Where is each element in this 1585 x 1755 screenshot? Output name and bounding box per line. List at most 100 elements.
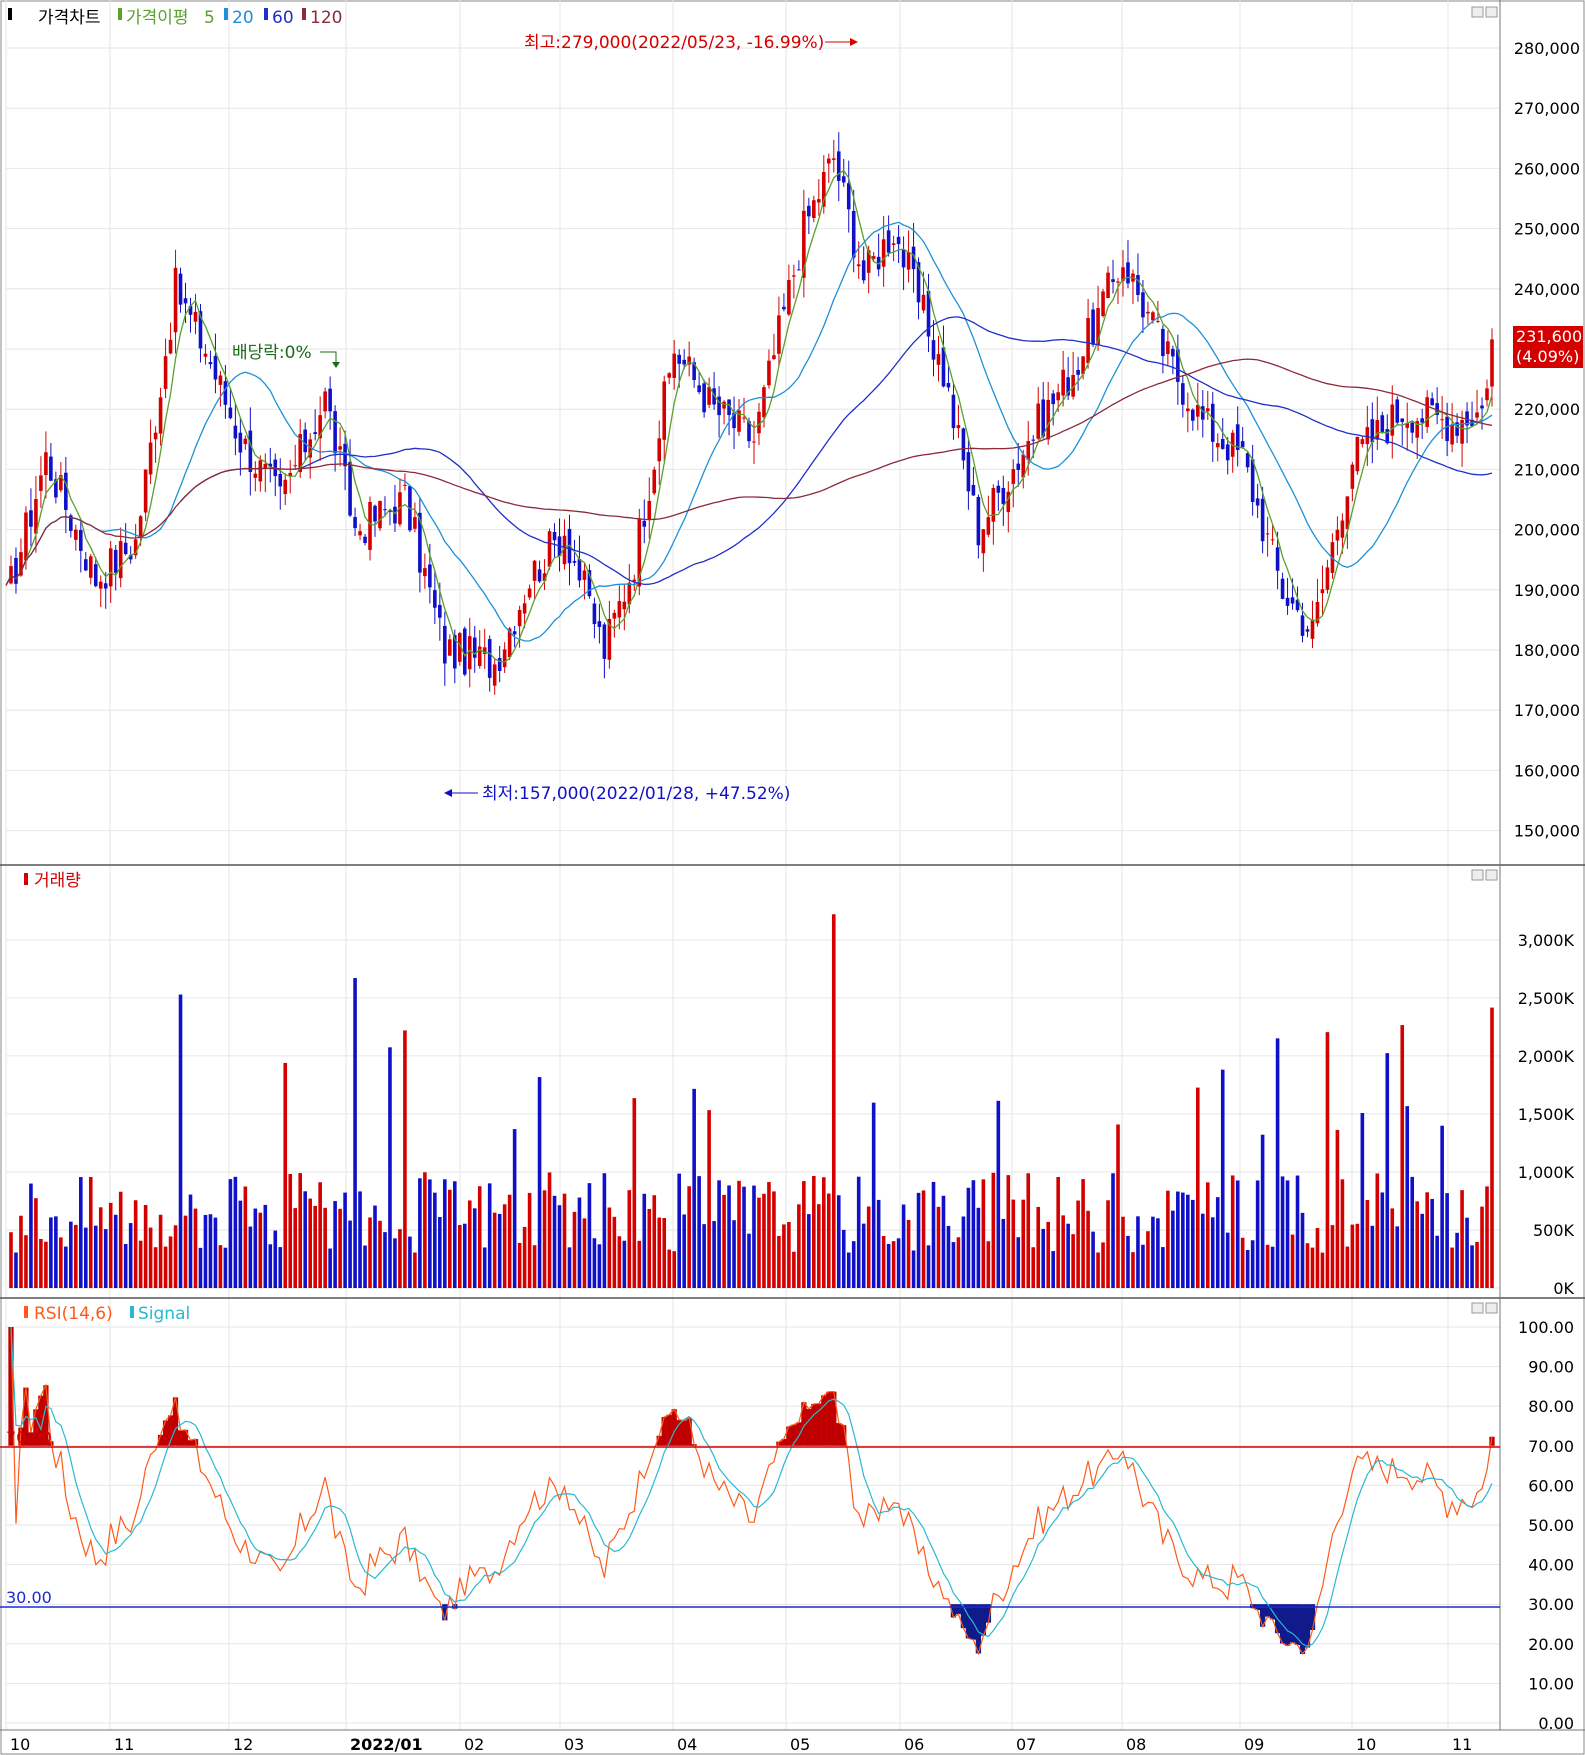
candle-body	[1011, 469, 1016, 484]
candle-body	[1166, 341, 1170, 355]
close-icon[interactable]	[1485, 1302, 1498, 1314]
candle-body	[34, 498, 38, 534]
minimize-icon[interactable]	[1471, 1302, 1484, 1314]
candle-body	[991, 488, 996, 522]
volume-bar	[1126, 1235, 1130, 1288]
volume-bar	[1465, 1217, 1469, 1288]
price-panel-buttons[interactable]	[1471, 6, 1498, 18]
volume-bar	[622, 1240, 627, 1288]
volume-bar	[343, 1192, 347, 1288]
volume-bar	[906, 1219, 911, 1288]
candle-body	[413, 517, 417, 529]
price-y-tick: 200,000	[1514, 521, 1580, 540]
candle-body	[1066, 377, 1070, 396]
close-icon[interactable]	[1485, 6, 1498, 18]
volume-bar	[926, 1245, 931, 1288]
candle-body	[69, 515, 73, 531]
candle-body	[881, 239, 886, 267]
volume-bar	[457, 1225, 462, 1288]
minimize-icon[interactable]	[1471, 869, 1484, 881]
volume-bar	[552, 1195, 557, 1288]
volume-bar	[418, 1178, 422, 1288]
candle-body	[333, 411, 337, 454]
candle-body	[1181, 383, 1185, 405]
volume-bar	[981, 1179, 986, 1288]
candle-body	[388, 510, 392, 512]
candle-body	[1001, 488, 1006, 505]
candle-body	[1475, 412, 1479, 418]
volume-bar	[1225, 1232, 1230, 1288]
candle-body	[368, 502, 372, 550]
minimize-icon[interactable]	[1471, 6, 1484, 18]
volume-bar	[722, 1194, 726, 1288]
volume-bar	[841, 1229, 846, 1288]
x-tick-label: 11	[114, 1735, 134, 1754]
volume-bar	[19, 1215, 23, 1288]
candle-body	[747, 421, 751, 442]
candle-body	[971, 484, 976, 496]
volume-bar	[233, 1176, 238, 1288]
volume-bar	[173, 1225, 178, 1288]
candle-body	[74, 529, 78, 540]
candle-body	[547, 531, 552, 567]
rsi-panel-buttons[interactable]	[1471, 1302, 1498, 1314]
candle-body	[956, 425, 961, 429]
candle-body	[667, 373, 672, 378]
volume-bar	[931, 1181, 936, 1288]
candle-body	[871, 256, 876, 259]
candle-body	[552, 531, 557, 541]
candle-body	[1360, 439, 1365, 445]
volume-bar	[846, 1252, 851, 1288]
volume-bar	[438, 1217, 442, 1288]
candle-body	[986, 517, 991, 535]
candle-body	[727, 399, 731, 416]
moving-average-lines	[5, 169, 1493, 663]
candle-body	[1016, 463, 1021, 470]
volume-bar	[403, 1030, 407, 1288]
candle-body	[472, 637, 477, 658]
high-arrow-head	[850, 38, 858, 46]
candle-body	[393, 506, 397, 524]
candle-body	[1270, 539, 1275, 541]
candle-body	[562, 535, 567, 565]
candle-body	[203, 353, 208, 357]
volume-bar	[732, 1220, 736, 1288]
volume-bar	[1460, 1190, 1464, 1288]
candle-body	[487, 639, 492, 678]
candle-body	[931, 340, 936, 360]
volume-bar	[1480, 1206, 1484, 1288]
volume-bar	[1166, 1190, 1170, 1288]
volume-bar	[477, 1186, 482, 1288]
volume-bar	[1101, 1242, 1105, 1288]
low-arrow-head	[444, 789, 452, 797]
volume-bar	[991, 1172, 996, 1288]
rsi-y-tick: 60.00	[1528, 1476, 1574, 1495]
close-icon[interactable]	[1485, 869, 1498, 881]
volume-bar	[577, 1197, 582, 1288]
candle-body	[118, 541, 123, 579]
candle-body	[522, 603, 527, 614]
volume-bar	[363, 1245, 367, 1288]
candle-body	[707, 386, 711, 405]
candle-body	[861, 260, 866, 281]
candle-body	[1490, 339, 1494, 387]
candle-body	[497, 658, 502, 671]
candle-body	[1026, 440, 1031, 460]
volume-bar	[826, 1193, 831, 1288]
candle-body	[168, 339, 173, 354]
volume-bar	[74, 1224, 78, 1288]
volume-bar	[737, 1180, 741, 1288]
volume-bar	[1370, 1225, 1375, 1288]
candle-body	[612, 612, 617, 619]
volume-panel-buttons[interactable]	[1471, 869, 1498, 881]
volume-bar	[1350, 1224, 1355, 1288]
candle-body	[308, 439, 312, 458]
volume-bar	[547, 1172, 552, 1288]
candle-body	[378, 500, 382, 529]
candle-body	[457, 633, 462, 662]
candle-body	[866, 250, 871, 273]
candle-body	[403, 484, 407, 486]
volume-bar	[1395, 1226, 1400, 1288]
volume-bar	[697, 1176, 701, 1288]
x-tick-label: 2022/01	[350, 1735, 423, 1754]
